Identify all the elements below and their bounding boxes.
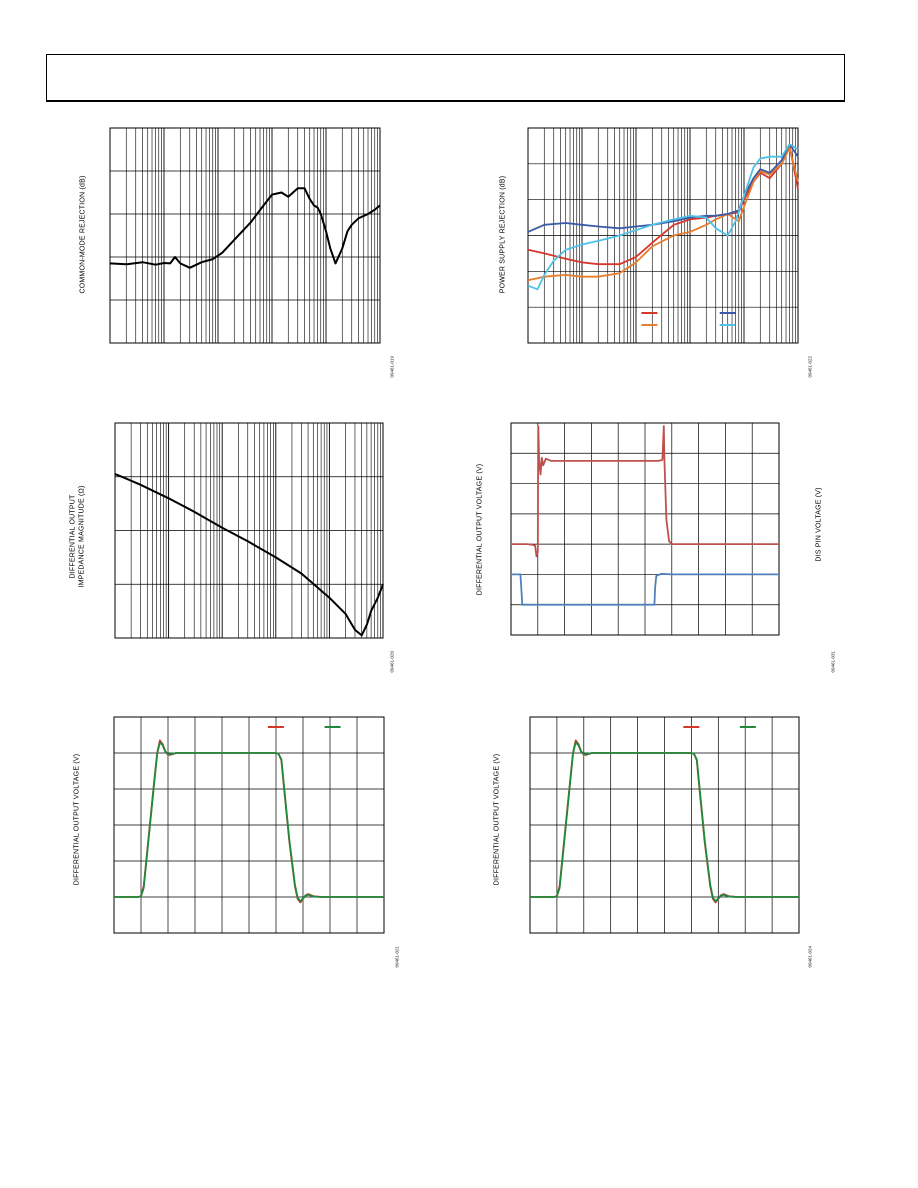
series-line-cmrr (109, 187, 381, 269)
plot-area (113, 716, 385, 934)
chart-svg (114, 422, 384, 639)
plot-area (114, 422, 384, 639)
grid (110, 128, 380, 343)
chart-svg (527, 127, 799, 344)
series-line-zout (114, 473, 384, 637)
series-line-s4 (527, 143, 799, 291)
figure-id: 09461-019 (389, 355, 395, 378)
figure-id: 09461-021 (394, 945, 400, 968)
grid (114, 717, 384, 933)
chart-svg (109, 127, 381, 344)
chart-svg (113, 716, 385, 934)
page-header-box (46, 54, 845, 102)
plot-area (109, 127, 381, 344)
y-axis-label: DIFFERENTIAL OUTPUT VOLTAGE (V) (493, 753, 501, 886)
figure-dis-response: DIFFERENTIAL OUTPUT VOLTAGE (V) DIS PIN … (460, 420, 850, 673)
plot-area (529, 716, 800, 934)
plot-frame (510, 422, 780, 636)
plot-area (527, 127, 799, 344)
grid (530, 717, 799, 933)
grid (511, 423, 779, 635)
series-line-vdis (511, 572, 779, 606)
plot-frame (529, 716, 800, 934)
plot-frame (527, 127, 799, 344)
grid (528, 128, 798, 343)
figure-id: 09461-020 (389, 650, 395, 673)
figure-step-response-2: DIFFERENTIAL OUTPUT VOLTAGE (V) 09461-02… (490, 715, 820, 968)
plot-frame (114, 422, 384, 639)
series-line-vout (511, 425, 779, 558)
series-line-s3 (527, 143, 799, 233)
figure-id: 09461-031 (830, 650, 836, 673)
chart-svg (529, 716, 800, 934)
series-line-b (114, 741, 384, 903)
chart-svg (510, 422, 780, 636)
y-axis-label-line2: IMPEDANCE MAGNITUDE (Ω) (78, 485, 86, 588)
y-axis-label: COMMON-MODE REJECTION (dB) (79, 175, 87, 294)
series-line-b (530, 741, 799, 903)
legend (641, 312, 736, 326)
figure-id: 09461-022 (807, 355, 813, 378)
y-axis-label-right: DIS PIN VOLTAGE (V) (815, 487, 823, 562)
plot-frame (109, 127, 381, 344)
y-axis-label: POWER SUPPLY REJECTION (dB) (499, 175, 507, 294)
figure-power-supply-rejection: POWER SUPPLY REJECTION (dB) 09461-022 (490, 125, 820, 378)
plot-area (510, 422, 780, 636)
y-axis-label-line1: DIFFERENTIAL OUTPUT (69, 494, 77, 579)
series-line-s2 (527, 146, 799, 282)
y-axis-label: DIFFERENTIAL OUTPUT VOLTAGE (V) (73, 753, 81, 886)
plot-frame (113, 716, 385, 934)
figure-id: 09461-024 (807, 945, 813, 968)
y-axis-label: DIFFERENTIAL OUTPUT VOLTAGE (V) (476, 463, 484, 596)
figure-common-mode-rejection: COMMON-MODE REJECTION (dB) 09461-019 (70, 125, 400, 378)
grid (115, 423, 383, 638)
figure-step-response-1: DIFFERENTIAL OUTPUT VOLTAGE (V) 09461-02… (70, 715, 400, 968)
figure-output-impedance: DIFFERENTIAL OUTPUT IMPEDANCE MAGNITUDE … (69, 420, 400, 673)
